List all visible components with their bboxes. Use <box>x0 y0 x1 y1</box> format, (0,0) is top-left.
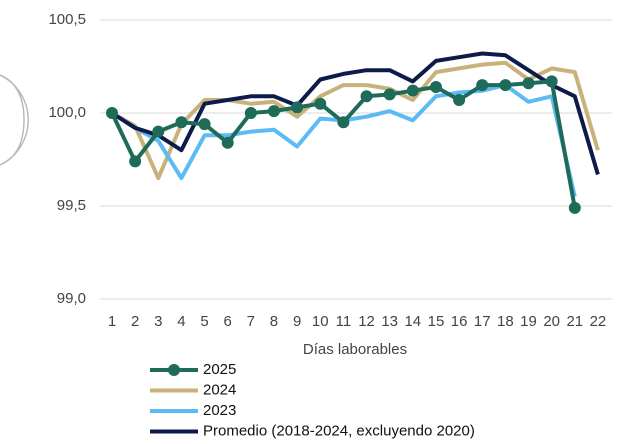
x-tick-label: 3 <box>154 313 162 330</box>
legend-marker <box>168 364 180 376</box>
x-tick-label: 16 <box>451 313 468 330</box>
series-line <box>111 60 600 181</box>
series-marker <box>314 97 327 110</box>
x-tick-label: 9 <box>293 313 301 330</box>
x-tick-label: 19 <box>520 313 537 330</box>
x-tick-label: 8 <box>270 313 278 330</box>
x-tick-label: 21 <box>566 313 583 330</box>
series-marker <box>198 118 211 131</box>
series-marker <box>129 155 142 168</box>
x-tick-label: 4 <box>177 313 185 330</box>
series-marker <box>360 90 373 103</box>
x-tick-label: 2 <box>131 313 139 330</box>
series-marker <box>152 125 165 138</box>
x-tick-label: 5 <box>200 313 208 330</box>
series-marker <box>453 93 466 106</box>
x-tick-label: 14 <box>404 313 421 330</box>
series-marker <box>545 75 558 88</box>
x-tick-label: 1 <box>108 313 116 330</box>
series-marker <box>476 79 489 92</box>
series-marker <box>221 136 234 149</box>
x-tick-label: 6 <box>224 313 232 330</box>
x-tick-label: 11 <box>336 313 352 330</box>
x-tick-label: 18 <box>497 313 514 330</box>
y-tick-label: 100,0 <box>48 104 86 121</box>
legend: 2025 2024 2023 Promedio (2018-2024, excluye… <box>150 361 475 439</box>
series-marker <box>499 79 512 92</box>
series-marker <box>522 77 535 90</box>
series-marker <box>429 80 442 93</box>
legend-label: Promedio (2018-2024, excluyendo 2020) <box>203 422 475 439</box>
x-tick-label: 7 <box>247 313 255 330</box>
series-marker <box>291 101 304 114</box>
legend-label: 2025 <box>203 361 236 378</box>
x-axis-label: Días laborables <box>303 341 407 358</box>
series-marker <box>244 107 257 119</box>
x-tick-label: 22 <box>590 313 607 330</box>
series-line <box>110 51 600 175</box>
y-tick-label: 100,5 <box>48 11 86 28</box>
x-tick-label: 13 <box>381 313 398 330</box>
series-marker <box>337 116 350 129</box>
decoration <box>0 74 29 166</box>
series-line <box>110 83 577 198</box>
legend-label: 2024 <box>203 381 236 398</box>
series-marker <box>568 201 581 214</box>
x-tick-label: 15 <box>428 313 445 330</box>
x-tick-label: 12 <box>358 313 375 330</box>
x-tick-label: 17 <box>474 313 491 330</box>
legend-label: 2023 <box>203 402 236 419</box>
x-tick-label: 10 <box>312 313 329 330</box>
y-tick-label: 99,5 <box>57 197 86 214</box>
series-marker <box>406 84 419 97</box>
y-tick-label: 99,0 <box>57 290 86 307</box>
x-tick-label: 20 <box>543 313 560 330</box>
series-marker <box>175 116 188 129</box>
series-marker <box>267 105 280 118</box>
series-marker <box>383 88 396 101</box>
series-marker <box>106 107 118 119</box>
series-line <box>110 79 577 209</box>
